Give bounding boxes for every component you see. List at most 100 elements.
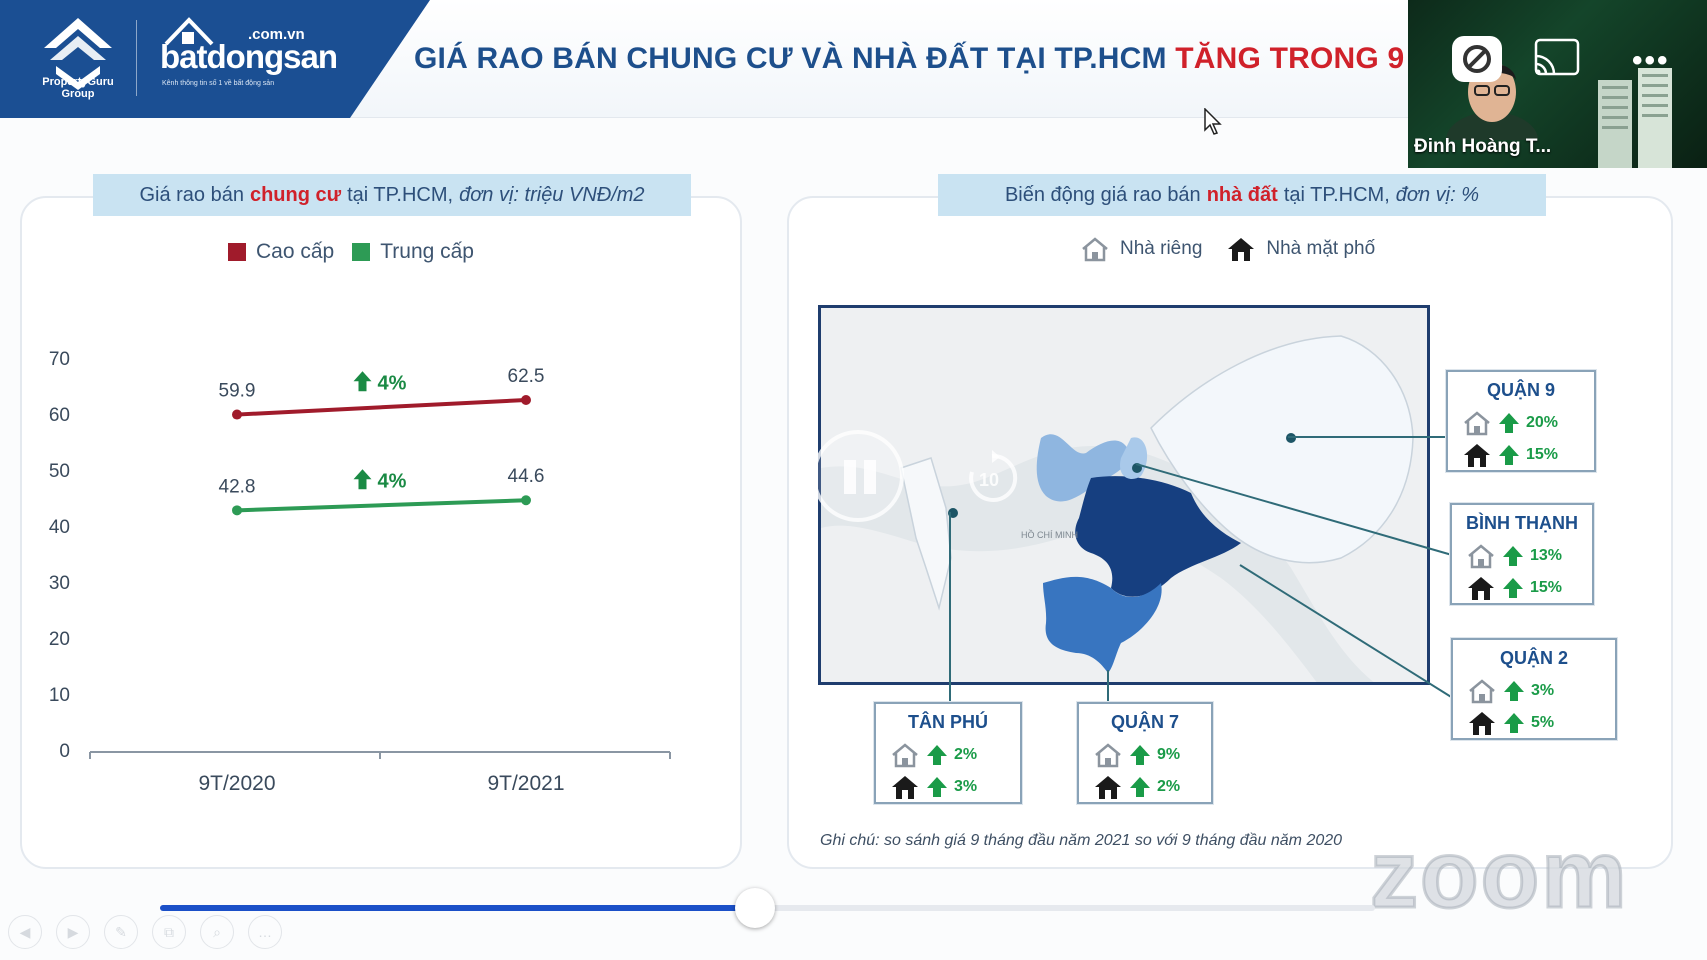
- x-tick-label: 9T/2020: [198, 772, 275, 795]
- batdongsan-house-icon: [164, 17, 214, 46]
- apartment-panel-title: Giá rao bán chung cư tại TP.HCM, đơn vị:…: [93, 174, 691, 216]
- previous-icon[interactable]: ◀: [8, 915, 42, 949]
- data-point: [521, 495, 531, 506]
- x-tick-label: 9T/2021: [487, 772, 564, 795]
- pen-icon[interactable]: ✎: [104, 915, 138, 949]
- map-center-label: HỒ CHÍ MINH: [1021, 529, 1078, 540]
- batdongsan-logo-text: batdongsan: [160, 38, 338, 75]
- participant-video-tile[interactable]: ••• Đinh Hoàng T...: [1408, 0, 1707, 168]
- street-house-icon: [1469, 712, 1495, 735]
- district-name: TÂN PHÚ: [908, 712, 988, 732]
- data-point: [232, 409, 242, 420]
- change-label: 4%: [378, 470, 407, 492]
- district-name: QUẬN 9: [1486, 380, 1555, 400]
- private-house-icon: [1469, 679, 1495, 704]
- playback-progress-bar[interactable]: [160, 888, 1375, 928]
- change-label: 4%: [378, 372, 407, 394]
- slide-title-highlight: TĂNG TRONG 9: [1175, 42, 1405, 75]
- legend-item-cao-cap: Cao cấp: [228, 240, 334, 264]
- up-arrow-icon: [927, 777, 947, 797]
- skip-label: 10: [979, 470, 999, 490]
- district-street-change: 15%: [1462, 442, 1558, 468]
- private-house-icon: [1082, 237, 1108, 262]
- district-street-change: 5%: [1467, 710, 1554, 736]
- batdongsan-domain: .com.vn: [248, 26, 305, 43]
- street-house-icon: [1095, 776, 1121, 799]
- map-svg: HỒ CHÍ MINH: [821, 308, 1427, 682]
- district-private-change: 9%: [1093, 742, 1180, 768]
- legend-item-trung-cap: Trung cấp: [352, 240, 474, 264]
- camera-toggle-icon[interactable]: [1452, 36, 1502, 82]
- district-name: QUẬN 2: [1499, 648, 1568, 668]
- participant-name: Đinh Hoàng T...: [1414, 136, 1552, 157]
- next-icon[interactable]: ▶: [56, 915, 90, 949]
- building-render-icon: [1598, 68, 1672, 168]
- more-options-icon[interactable]: •••: [1632, 44, 1670, 77]
- y-tick-label: 70: [49, 349, 70, 370]
- up-arrow-icon: [1503, 578, 1523, 598]
- more-icon[interactable]: …: [248, 915, 282, 949]
- logo-divider: [136, 20, 137, 96]
- y-tick-label: 50: [49, 461, 70, 482]
- district-box-quan9: QUẬN 9 20% 15%: [1446, 370, 1596, 472]
- district-street-change: 3%: [890, 774, 977, 800]
- district-private-change: 3%: [1467, 678, 1554, 704]
- district-street-change: 2%: [1093, 774, 1180, 800]
- y-tick-label: 30: [49, 573, 70, 594]
- district-private-change: 20%: [1462, 410, 1558, 436]
- slides-icon[interactable]: ⧉: [152, 915, 186, 949]
- slide-toolbar: ◀ ▶ ✎ ⧉ ⌕ …: [8, 915, 282, 949]
- street-house-icon: [1464, 444, 1490, 467]
- land-panel-title: Biến động giá rao bán nhà đất tại TP.HCM…: [938, 174, 1546, 216]
- change-up-arrow-icon: [353, 469, 372, 490]
- up-arrow-icon: [927, 745, 947, 765]
- street-house-icon: [1468, 577, 1494, 600]
- map-footnote: Ghi chú: so sánh giá 9 tháng đầu năm 202…: [820, 832, 1343, 849]
- apartment-price-line-chart: 0 10 20 30 40 50 60 70 9T/2020 9T/2021 59.9 62.5 4% 4…: [49, 349, 671, 795]
- district-box-binhthanh: BÌNH THẠNH 13% 15%: [1450, 503, 1594, 605]
- slide-title: GIÁ RAO BÁN CHUNG CƯ VÀ NHÀ ĐẤT TẠI TP.H…: [414, 42, 1405, 75]
- data-label: 59.9: [219, 381, 256, 402]
- private-house-icon: [892, 743, 918, 768]
- logo-area: [0, 0, 430, 118]
- playback-progress-fill: [160, 905, 756, 911]
- up-arrow-icon: [1499, 445, 1519, 465]
- legend-item-street-house: Nhà mặt phố: [1226, 236, 1375, 262]
- district-name: BÌNH THẠNH: [1466, 513, 1578, 533]
- series-line-1: [236, 498, 527, 513]
- cast-icon[interactable]: [1532, 36, 1582, 82]
- y-tick-label: 20: [49, 629, 70, 650]
- house-type-legend: Nhà riêng Nhà mặt phố: [1080, 236, 1375, 262]
- y-tick-label: 0: [59, 741, 70, 762]
- district-box-tanphu: TÂN PHÚ 2% 3%: [874, 702, 1022, 804]
- skip-10-icon[interactable]: 10: [964, 450, 1020, 506]
- propertyguru-logo-text: PropertyGuru Group: [42, 76, 114, 100]
- up-arrow-icon: [1130, 777, 1150, 797]
- data-label: 62.5: [508, 366, 545, 387]
- data-label: 42.8: [219, 476, 256, 497]
- data-label: 44.6: [508, 466, 545, 487]
- legend-swatch-green: [352, 243, 371, 261]
- series-line-0: [236, 398, 527, 417]
- district-private-change: 2%: [890, 742, 977, 768]
- chart-legend: Cao cấp Trung cấp: [228, 240, 474, 264]
- y-tick-label: 40: [49, 517, 70, 538]
- legend-swatch-red: [228, 243, 246, 261]
- private-house-icon: [1468, 544, 1494, 569]
- zoom-watermark: zoom: [1369, 820, 1629, 930]
- playback-scrubber-handle[interactable]: [735, 888, 776, 928]
- up-arrow-icon: [1504, 713, 1524, 733]
- zoom-icon[interactable]: ⌕: [200, 915, 234, 949]
- up-arrow-icon: [1503, 546, 1523, 566]
- hcmc-district-map: HỒ CHÍ MINH: [818, 305, 1430, 685]
- y-tick-label: 10: [49, 685, 70, 706]
- private-house-icon: [1464, 411, 1490, 436]
- district-box-quan7: QUẬN 7 9% 2%: [1077, 702, 1213, 804]
- district-street-change: 15%: [1466, 575, 1562, 601]
- pause-button[interactable]: [812, 430, 904, 522]
- propertyguru-logo-icon: [44, 18, 112, 90]
- district-box-quan2: QUẬN 2 3% 5%: [1451, 638, 1617, 740]
- street-house-icon: [1228, 238, 1255, 261]
- mouse-cursor-icon: [1204, 108, 1222, 135]
